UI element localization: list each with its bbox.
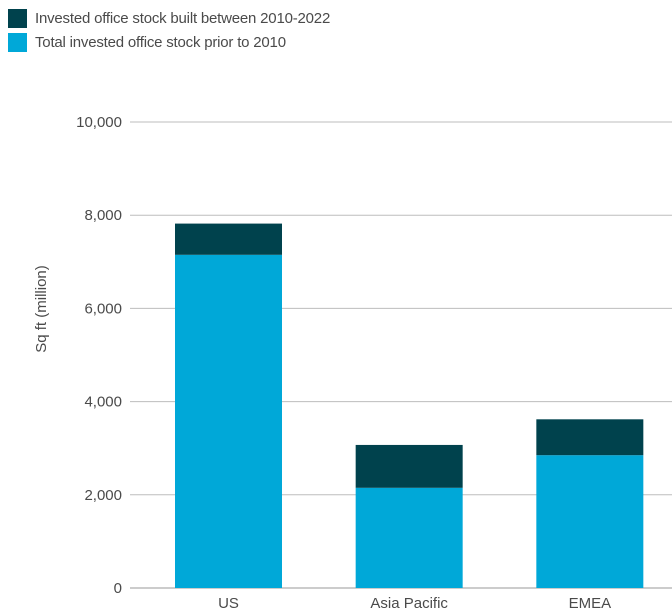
legend-label-new-stock: Invested office stock built between 2010… xyxy=(35,9,331,27)
legend-swatch-new-stock xyxy=(8,8,27,28)
legend-label-prior-stock: Total invested office stock prior to 201… xyxy=(35,33,286,51)
legend: Invested office stock built between 2010… xyxy=(8,6,330,54)
bar-segment-2010-2022 xyxy=(355,444,463,488)
legend-swatch-prior-stock xyxy=(8,32,27,52)
bar-segment-prior-2010 xyxy=(175,254,282,588)
bar-segment-prior-2010 xyxy=(355,487,463,588)
bar-segment-prior-2010 xyxy=(536,455,644,588)
x-tick-label: Asia Pacific xyxy=(370,595,448,612)
y-tick-label: 8,000 xyxy=(84,207,122,224)
y-tick-label: 10,000 xyxy=(76,114,122,131)
legend-item-prior-stock: Total invested office stock prior to 201… xyxy=(8,30,330,54)
y-tick-label: 6,000 xyxy=(84,300,122,317)
y-tick-label: 2,000 xyxy=(84,487,122,504)
legend-item-new-stock: Invested office stock built between 2010… xyxy=(8,6,330,30)
x-tick-label: EMEA xyxy=(569,595,612,612)
bar-segment-2010-2022 xyxy=(175,223,282,255)
y-axis-title: Sq ft (million) xyxy=(33,265,50,353)
y-tick-label: 0 xyxy=(114,580,122,597)
bar-segment-2010-2022 xyxy=(536,419,644,456)
y-tick-label: 4,000 xyxy=(84,394,122,411)
x-tick-label: US xyxy=(218,595,239,612)
